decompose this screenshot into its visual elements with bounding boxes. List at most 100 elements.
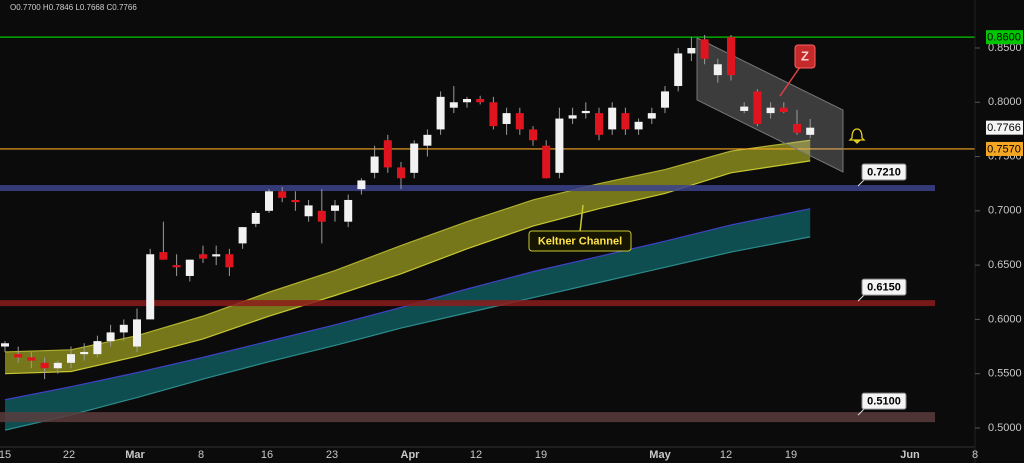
annotation-text: Keltner Channel (538, 235, 622, 247)
x-tick-label: 8 (972, 449, 978, 461)
candle-body (687, 47, 696, 54)
candle-body (555, 118, 564, 173)
candle-body (568, 115, 577, 119)
candle-body (449, 102, 458, 108)
candle-body (423, 134, 432, 146)
level-label-box (861, 392, 907, 410)
candle-body (119, 324, 128, 333)
candle-body (67, 354, 75, 363)
x-tick-label: Apr (401, 449, 421, 461)
candle-body (317, 210, 326, 222)
annotation-pointer (579, 204, 584, 233)
candle-body (265, 191, 273, 211)
candle-body (370, 156, 379, 173)
candle-body (779, 107, 788, 113)
candle-body (397, 167, 405, 179)
annotation-box (794, 44, 816, 69)
candle-body (53, 362, 62, 369)
candle-body (40, 362, 49, 369)
y-tick-label: 0.6500 (988, 259, 1022, 271)
candles (1, 34, 815, 380)
band-line (4, 208, 811, 401)
band-fill (5, 208, 811, 431)
candle-body (713, 64, 722, 76)
candle-body (608, 107, 617, 130)
candle-body (133, 319, 141, 347)
candle-body (93, 341, 102, 355)
candle-body (727, 37, 735, 76)
x-tick-label: 15 (0, 449, 11, 461)
y-tick-label: 0.7000 (988, 205, 1022, 217)
level-label-box (861, 278, 907, 296)
candle-body (674, 53, 683, 86)
band-line (4, 236, 811, 431)
x-tick-label: 12 (720, 449, 732, 461)
candle-body (595, 113, 603, 135)
level-label-box (986, 30, 1023, 45)
candle-body (700, 39, 709, 59)
last-price-box (986, 120, 1023, 135)
level-band (0, 412, 935, 423)
x-tick-label: 19 (785, 449, 797, 461)
level-band (0, 300, 935, 307)
level-label: 0.6150 (867, 282, 901, 294)
candle-body (344, 199, 353, 222)
last-price-label: 0.7766 (987, 122, 1021, 134)
candle-body (581, 110, 590, 114)
candle-body (529, 129, 537, 141)
levels (0, 36, 975, 423)
candle-body (766, 107, 775, 114)
candle-body (410, 143, 419, 173)
x-tick-label: 8 (198, 449, 204, 461)
x-tick-label: May (649, 449, 671, 461)
annotation-box (528, 230, 632, 252)
candle-body (14, 354, 23, 358)
candle-body (185, 259, 194, 276)
candle-body (212, 254, 221, 257)
candle-body (489, 102, 498, 127)
y-tick-label: 0.8500 (988, 42, 1022, 54)
level-label: 0.7570 (987, 143, 1021, 155)
x-tick-label: Jun (900, 449, 920, 461)
candle-body (793, 123, 801, 133)
y-tick-label: 0.5500 (988, 368, 1022, 380)
candle-body (238, 227, 247, 244)
y-tick-label: 0.6000 (988, 313, 1022, 325)
candle-body (634, 121, 643, 130)
ohlc-header: O0.7700 H0.7846 L0.7668 C0.7766 (10, 3, 137, 12)
candle-body (80, 351, 89, 355)
candle-body (502, 113, 511, 124)
y-tick-label: 0.8000 (988, 96, 1022, 108)
candle-body (661, 91, 669, 108)
candle-body (225, 254, 234, 268)
level-label-box (986, 141, 1023, 156)
y-tick-label: 0.5000 (988, 422, 1022, 434)
candle-body (159, 252, 168, 260)
x-tick-label: 12 (470, 449, 482, 461)
x-tick-label: Mar (125, 449, 145, 461)
candle-body (463, 99, 471, 103)
candle-body (106, 332, 115, 342)
band-line (4, 160, 811, 375)
x-tick-label: 23 (326, 449, 338, 461)
candle-body (291, 199, 300, 203)
candle-body (304, 205, 313, 217)
alert-icon[interactable] (848, 128, 866, 144)
x-tick-label: 22 (63, 449, 75, 461)
candle-body (383, 140, 392, 168)
candle-body (753, 91, 762, 124)
x-tick-label: 16 (261, 449, 273, 461)
level-band (0, 185, 935, 192)
candle-body (542, 145, 551, 179)
candle-body (357, 180, 366, 190)
candle-body (436, 96, 445, 130)
level-label-box (861, 163, 907, 181)
candle-body (806, 127, 815, 135)
candle-body (27, 357, 36, 361)
x-tick-label: 19 (535, 449, 547, 461)
candle-body (621, 113, 630, 130)
candle-body (146, 254, 155, 320)
level-label: 0.8600 (987, 32, 1021, 44)
